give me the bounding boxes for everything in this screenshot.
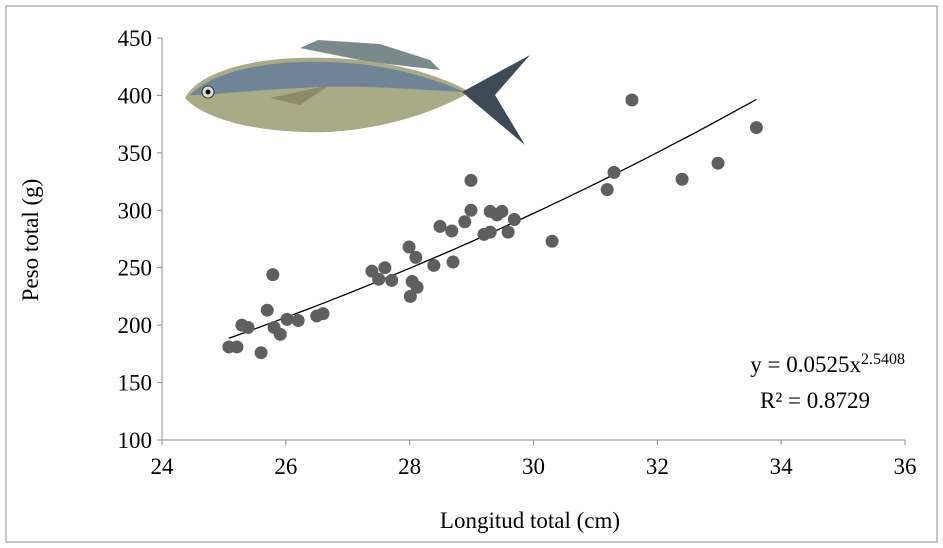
r-squared: R² = 0.8729 bbox=[760, 388, 870, 413]
x-tick-label: 28 bbox=[398, 454, 421, 479]
data-point bbox=[242, 321, 255, 334]
data-point bbox=[292, 314, 305, 327]
data-point bbox=[625, 94, 638, 107]
x-tick-label: 26 bbox=[274, 454, 297, 479]
data-point bbox=[676, 173, 689, 186]
data-point bbox=[255, 346, 268, 359]
x-tick-label: 36 bbox=[894, 454, 917, 479]
data-point bbox=[230, 340, 243, 353]
data-point bbox=[411, 281, 424, 294]
data-point bbox=[274, 328, 287, 341]
data-point bbox=[378, 261, 391, 274]
y-tick-label: 350 bbox=[118, 141, 153, 166]
y-tick-label: 450 bbox=[118, 26, 153, 51]
x-tick-label: 32 bbox=[646, 454, 669, 479]
x-tick-label: 34 bbox=[770, 454, 794, 479]
data-point bbox=[601, 183, 614, 196]
data-point bbox=[409, 251, 422, 264]
y-tick-label: 300 bbox=[118, 198, 153, 223]
data-point bbox=[458, 215, 471, 228]
data-point bbox=[502, 226, 515, 239]
y-axis-title: Peso total (g) bbox=[18, 179, 43, 302]
data-point bbox=[750, 121, 763, 134]
data-point bbox=[607, 166, 620, 179]
data-point bbox=[281, 313, 294, 326]
x-axis-title: Longitud total (cm) bbox=[440, 508, 620, 533]
data-point bbox=[445, 224, 458, 237]
y-tick-label: 200 bbox=[118, 313, 153, 338]
data-point bbox=[712, 157, 725, 170]
y-tick-label: 400 bbox=[118, 83, 153, 108]
data-point bbox=[261, 304, 274, 317]
data-point bbox=[508, 213, 521, 226]
data-point bbox=[266, 268, 279, 281]
y-tick-label: 150 bbox=[118, 371, 153, 396]
data-point bbox=[385, 274, 398, 287]
data-point bbox=[546, 235, 559, 248]
equation: y = 0.0525x bbox=[750, 352, 861, 377]
chart: Longitud total (cm) Peso total (g) y = 0… bbox=[0, 0, 943, 548]
data-point bbox=[434, 220, 447, 233]
data-point bbox=[372, 273, 385, 286]
data-point bbox=[427, 259, 440, 272]
data-point bbox=[484, 226, 497, 239]
data-point bbox=[464, 204, 477, 217]
data-point bbox=[464, 174, 477, 187]
page: {"chart_data": { "type": "scatter", "x_l… bbox=[0, 0, 943, 548]
exponent: 2.5408 bbox=[861, 351, 905, 368]
data-point bbox=[495, 205, 508, 218]
y-tick-label: 100 bbox=[118, 428, 153, 453]
data-point bbox=[316, 307, 329, 320]
data-point bbox=[447, 255, 460, 268]
x-tick-label: 30 bbox=[522, 454, 545, 479]
x-tick-label: 24 bbox=[151, 454, 175, 479]
y-tick-label: 250 bbox=[118, 256, 153, 281]
